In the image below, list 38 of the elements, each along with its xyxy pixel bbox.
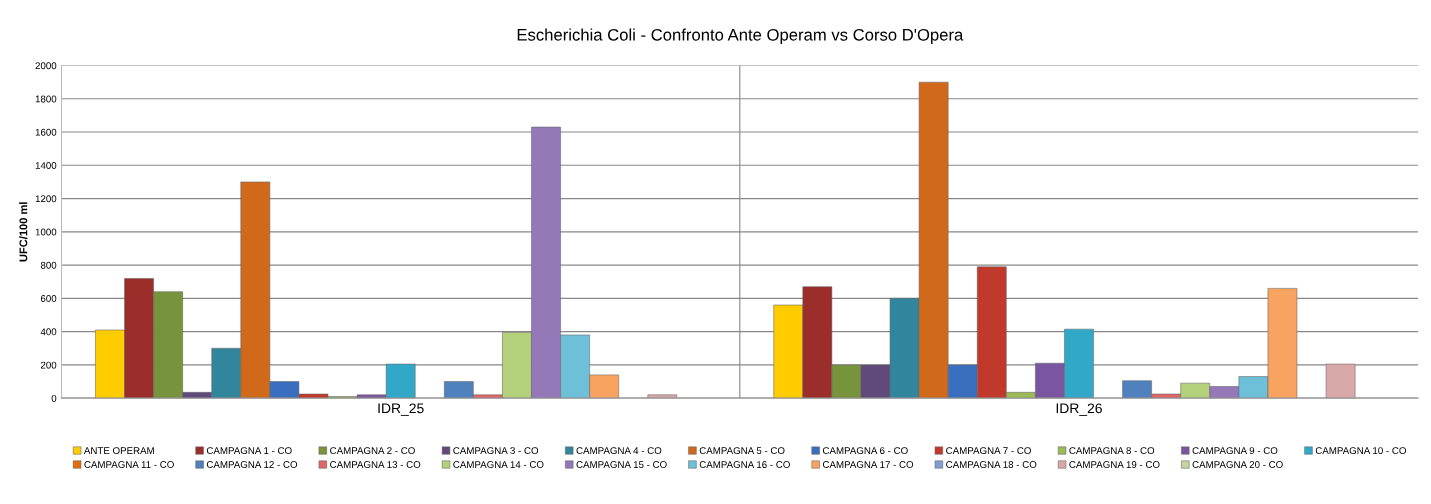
legend-label: CAMPAGNA 7 - CO xyxy=(946,447,1031,455)
legend-label: CAMPAGNA 15 - CO xyxy=(576,461,667,468)
y-tick-label: 1200 xyxy=(35,195,57,203)
legend-label: CAMPAGNA 11 - CO xyxy=(84,461,174,468)
legend-label: CAMPAGNA 3 - CO xyxy=(453,447,539,455)
legend-label: CAMPAGNA 1 - CO xyxy=(206,447,292,455)
legend-label: CAMPAGNA 8 - CO xyxy=(1069,447,1155,455)
x-tick-label: IDR_26 xyxy=(1056,403,1102,416)
y-axis-title: UFC/100 ml xyxy=(19,202,28,262)
legend-label: CAMPAGNA 17 - CO xyxy=(822,461,914,468)
legend-label: ANTE OPERAM xyxy=(83,447,154,455)
legend-label: CAMPAGNA 12 - CO xyxy=(206,461,298,468)
bar xyxy=(1325,363,1356,399)
legend-label: CAMPAGNA 14 - CO xyxy=(453,461,544,468)
bar xyxy=(647,394,678,399)
legend-label: CAMPAGNA 20 - CO xyxy=(1192,461,1283,468)
x-tick-label: IDR_25 xyxy=(378,403,424,416)
legend-label: CAMPAGNA 9 - CO xyxy=(1192,447,1278,455)
legend-label: CAMPAGNA 13 - CO xyxy=(330,461,421,468)
legend-label: CAMPAGNA 10 - CO xyxy=(1315,447,1406,455)
y-tick-label: 200 xyxy=(40,361,57,369)
y-tick-label: 800 xyxy=(40,261,57,269)
y-tick-label: 1600 xyxy=(35,128,57,136)
y-tick-label: 400 xyxy=(40,328,57,336)
legend-label: CAMPAGNA 6 - CO xyxy=(822,447,908,455)
legend-label: CAMPAGNA 19 - CO xyxy=(1069,461,1160,468)
y-tick-label: 1400 xyxy=(35,162,57,169)
legend-label: CAMPAGNA 4 - CO xyxy=(576,447,662,455)
legend-label: CAMPAGNA 5 - CO xyxy=(699,447,785,455)
y-tick-label: 1800 xyxy=(35,95,57,103)
legend-label: CAMPAGNA 2 - CO xyxy=(330,447,415,455)
chart-title: Escherichia Coli - Confronto Ante Operam vs Corso D'Opera xyxy=(517,28,964,44)
y-tick-label: 600 xyxy=(40,295,57,302)
y-tick-label: 0 xyxy=(51,394,57,402)
y-tick-label: 1000 xyxy=(35,228,57,236)
legend-label: CAMPAGNA 18 - CO xyxy=(946,461,1037,468)
legend-label: CAMPAGNA 16 - CO xyxy=(699,461,790,468)
y-tick-label: 2000 xyxy=(35,62,57,70)
